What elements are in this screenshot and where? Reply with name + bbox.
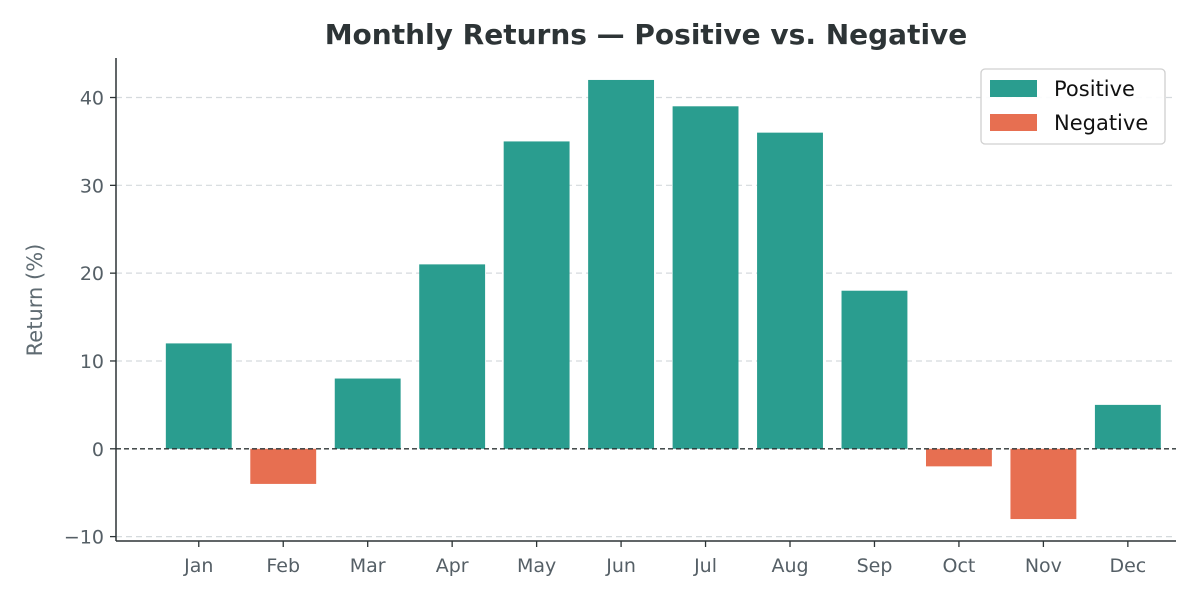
bars [165, 79, 1161, 520]
x-tick-label: Dec [1109, 555, 1146, 577]
x-axis-ticks: Jan Feb Mar Apr May Jun Jul Aug Sep Oct Nov Dec [183, 541, 1146, 577]
x-tick-label: Apr [436, 555, 469, 577]
y-tick-label: 10 [80, 351, 104, 373]
y-axis-ticks: −10 0 10 20 30 40 [64, 88, 116, 549]
y-tick-label: −10 [64, 527, 104, 549]
bar-nov [1010, 448, 1077, 520]
x-tick-label: Sep [857, 555, 893, 577]
x-tick-label: Jun [605, 555, 636, 577]
bar-jan [165, 343, 232, 449]
legend-swatch-positive [990, 80, 1037, 97]
x-tick-label: Nov [1025, 555, 1062, 577]
bar-aug [757, 132, 823, 449]
y-axis-label: Return (%) [23, 244, 47, 357]
bar-jun [588, 79, 655, 449]
y-tick-label: 40 [80, 88, 104, 110]
x-tick-label: Mar [350, 555, 386, 577]
x-tick-label: Oct [943, 555, 976, 577]
bar-dec [1094, 404, 1161, 449]
legend: Positive Negative [980, 68, 1166, 145]
bar-mar [334, 378, 401, 449]
bar-jul [672, 106, 739, 449]
axes [115, 58, 1176, 542]
bar-feb [250, 448, 317, 484]
bar-may [503, 141, 570, 449]
legend-label-positive: Positive [1054, 77, 1135, 101]
legend-label-negative: Negative [1054, 111, 1148, 135]
y-tick-label: 30 [80, 175, 104, 197]
chart-title: Monthly Returns — Positive vs. Negative [325, 18, 968, 51]
x-tick-label: Jul [693, 555, 717, 577]
bar-sep [841, 290, 908, 449]
bar-apr [419, 264, 486, 449]
x-tick-label: Aug [771, 555, 808, 577]
bar-oct [925, 448, 992, 467]
legend-swatch-negative [990, 114, 1037, 131]
x-tick-label: Feb [266, 555, 300, 577]
y-tick-label: 0 [92, 439, 104, 461]
x-tick-label: May [517, 555, 556, 577]
x-tick-label: Jan [183, 555, 213, 577]
y-tick-label: 20 [80, 263, 104, 285]
